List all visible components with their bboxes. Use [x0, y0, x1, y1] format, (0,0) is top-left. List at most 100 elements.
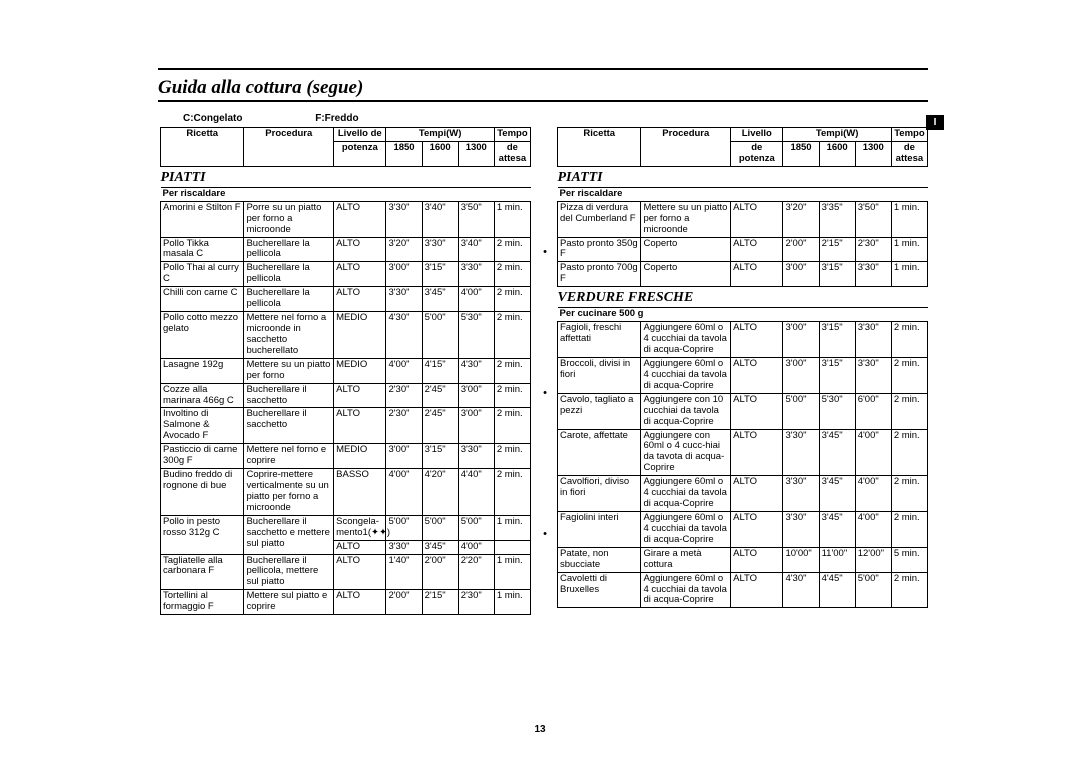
cell-t2: 3'35" [819, 201, 855, 237]
cell-wait: 2 min. [891, 512, 927, 548]
cell-ricetta: Cavolo, tagliato a pezzi [558, 393, 641, 429]
cell-t3: 3'40" [458, 237, 494, 262]
cell-wait: 2 min. [494, 312, 530, 359]
cell-livello: ALTO [731, 429, 783, 476]
piatti-heading: PIATTI [558, 166, 928, 187]
table-row: Pasto pronto 350g FCopertoALTO2'00"2'15"… [558, 237, 928, 262]
cell-ricetta: Budino freddo di rognone di bue [161, 469, 244, 516]
cell-t3: 2'20" [458, 554, 494, 590]
cell-procedura: Porre su un piatto per forno a microonde [244, 201, 334, 237]
cell-t1: 3'30" [386, 201, 422, 237]
cell-t2: 3'15" [422, 262, 458, 287]
th-livello: Livello de [334, 128, 386, 142]
cell-t3: 4'00" [458, 540, 494, 554]
cell-livello: ALTO [334, 540, 386, 554]
cell-t1: 3'30" [783, 512, 819, 548]
cell-procedura: Bucherellare la pellicola [244, 262, 334, 287]
cell-ricetta: Fagiolini interi [558, 512, 641, 548]
cell-ricetta: Pollo cotto mezzo gelato [161, 312, 244, 359]
cell-t3: 5'00" [458, 515, 494, 540]
cell-procedura: Coperto [641, 262, 731, 287]
cell-livello: ALTO [334, 262, 386, 287]
cell-wait: 2 min. [891, 429, 927, 476]
cell-t1: 3'20" [783, 201, 819, 237]
cell-t2: 2'45" [422, 408, 458, 444]
cell-t1: 4'00" [386, 469, 422, 516]
rule-title [158, 100, 928, 102]
cell-livello: MEDIO [334, 358, 386, 383]
page-number: 13 [0, 724, 1080, 735]
th-livello: Livello [731, 128, 783, 142]
cell-t1: 3'00" [386, 444, 422, 469]
cell-livello: ALTO [731, 512, 783, 548]
dot: • [543, 247, 547, 258]
cell-ricetta: Broccoli, divisi in fiori [558, 358, 641, 394]
cell-t1: 3'30" [783, 476, 819, 512]
cell-wait: 2 min. [494, 444, 530, 469]
right-column: Ricetta Procedura Livello Tempi(W) Tempo… [557, 127, 928, 608]
cell-ricetta: Patate, non sbucciate [558, 547, 641, 572]
legend-c: C:Congelato [183, 113, 242, 124]
cell-livello: ALTO [731, 572, 783, 608]
cell-livello: ALTO [731, 237, 783, 262]
th-tempi: Tempi(W) [783, 128, 891, 142]
cell-t3: 4'00" [855, 476, 891, 512]
table-row: Lasagne 192gMettere su un piatto per for… [161, 358, 531, 383]
cell-t3: 4'40" [458, 469, 494, 516]
cell-t1: 3'00" [783, 322, 819, 358]
verdure-heading: VERDURE FRESCHE [558, 287, 928, 308]
cell-t2: 3'45" [819, 429, 855, 476]
cell-t1: 3'30" [783, 429, 819, 476]
cell-livello: MEDIO [334, 444, 386, 469]
cell-ricetta: Carote, affettate [558, 429, 641, 476]
cell-t2: 2'15" [422, 590, 458, 615]
piatti-heading: PIATTI [161, 166, 531, 187]
cell-livello: Scongela-mento1(✦✦) [334, 515, 386, 540]
cell-wait: 2 min. [891, 322, 927, 358]
table-row: Pollo in pesto rosso 312g C Bucherellare… [161, 515, 531, 540]
cell-wait: 2 min. [891, 358, 927, 394]
cell-t3: 3'30" [855, 262, 891, 287]
legend: C:Congelato F:Freddo [183, 113, 359, 124]
cell-procedura: Mettere nel forno a microonde in sacchet… [244, 312, 334, 359]
cell-ricetta: Cavolfiori, diviso in fiori [558, 476, 641, 512]
cell-procedura: Aggiungere 60ml o 4 cucchiai da tavola d… [641, 572, 731, 608]
cell-ricetta: Cozze alla marinara 466g C [161, 383, 244, 408]
table-row: Involtino di Salmone & Avocado FBucherel… [161, 408, 531, 444]
th-tempo: Tempo [494, 128, 530, 142]
table-row: Cozze alla marinara 466g CBucherellare i… [161, 383, 531, 408]
cell-wait: 1 min. [891, 201, 927, 237]
cell-t1: 10'00" [783, 547, 819, 572]
table-row: Pollo Thai al curry CBucherellare la pel… [161, 262, 531, 287]
cell-wait: 1 min. [891, 237, 927, 262]
cell-t3: 4'30" [458, 358, 494, 383]
cell-livello: ALTO [334, 408, 386, 444]
th-de-attesa: deattesa [891, 141, 927, 166]
cell-t1: 3'30" [386, 287, 422, 312]
cell-wait: 2 min. [494, 237, 530, 262]
cell-livello: ALTO [731, 322, 783, 358]
table-row: Cavolo, tagliato a pezziAggiungere con 1… [558, 393, 928, 429]
table-row: Tortellini al formaggio FMettere sul pia… [161, 590, 531, 615]
cell-wait: 1 min. [494, 201, 530, 237]
right-table: Ricetta Procedura Livello Tempi(W) Tempo… [557, 127, 928, 608]
cell-t1: 5'00" [783, 393, 819, 429]
cell-t1: 1'40" [386, 554, 422, 590]
cell-t1: 3'00" [783, 262, 819, 287]
table-row: Amorini e Stilton FPorre su un piatto pe… [161, 201, 531, 237]
cell-procedura: Aggiungere 60ml o 4 cucchiai da tavola d… [641, 476, 731, 512]
cell-livello: MEDIO [334, 312, 386, 359]
table-row: Budino freddo di rognone di bueCoprire-m… [161, 469, 531, 516]
cell-wait: 2 min. [494, 469, 530, 516]
cell-t2: 4'20" [422, 469, 458, 516]
cell-livello: BASSO [334, 469, 386, 516]
cell-livello: ALTO [334, 287, 386, 312]
cell-wait: 2 min. [891, 476, 927, 512]
cell-t2: 3'45" [819, 476, 855, 512]
cell-wait: 1 min. [494, 554, 530, 590]
cell-t1: 3'00" [783, 358, 819, 394]
cell-t1: 4'30" [783, 572, 819, 608]
cell-ricetta: Pasto pronto 350g F [558, 237, 641, 262]
header-row-1: Ricetta Procedura Livello de Tempi(W) Te… [161, 128, 531, 142]
cell-t2: 2'45" [422, 383, 458, 408]
